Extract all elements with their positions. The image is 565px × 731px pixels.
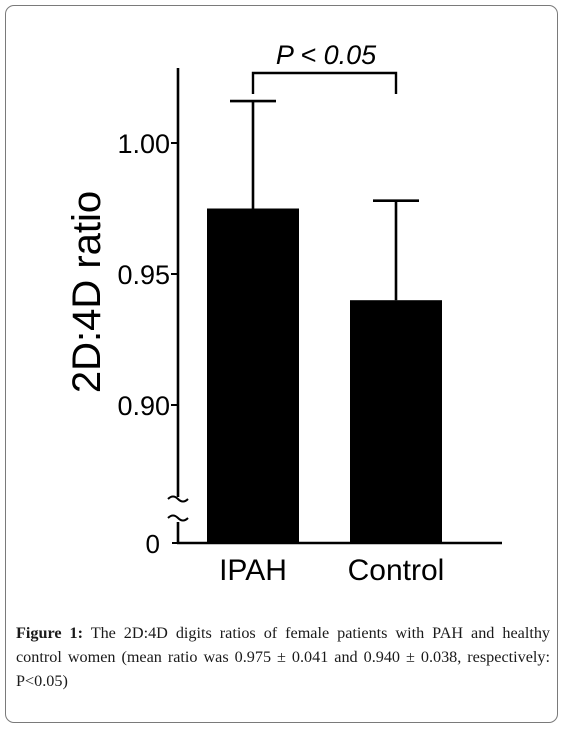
significance-bracket xyxy=(251,71,398,94)
x-tick-label-control: Control xyxy=(348,554,445,587)
bar-control xyxy=(350,300,442,543)
caption-label: Figure 1: xyxy=(16,624,84,642)
y-tick-label-0.90: 0.90 xyxy=(117,391,170,421)
axis-break-mark-upper xyxy=(167,495,189,503)
y-tick-label-zero: 0 xyxy=(146,529,160,559)
x-tick-label-ipah: IPAH xyxy=(219,554,287,587)
figure-caption: Figure 1: The 2D:4D digits ratios of fem… xyxy=(16,621,550,693)
bar-chart: 0 2D:4D ratio P < 0.05 0.90 0.95 1.00 IPAH C… xyxy=(65,40,502,587)
caption-text: The 2D:4D digits ratios of female patien… xyxy=(16,624,551,690)
y-axis-label: 2D:4D ratio xyxy=(65,191,109,393)
bar-ipah xyxy=(207,208,299,543)
axis-break-mark-lower xyxy=(167,514,189,522)
y-tick-label-0.95: 0.95 xyxy=(117,260,170,290)
y-tick-label-1.00: 1.00 xyxy=(117,129,170,159)
significance-label: P < 0.05 xyxy=(276,40,377,70)
